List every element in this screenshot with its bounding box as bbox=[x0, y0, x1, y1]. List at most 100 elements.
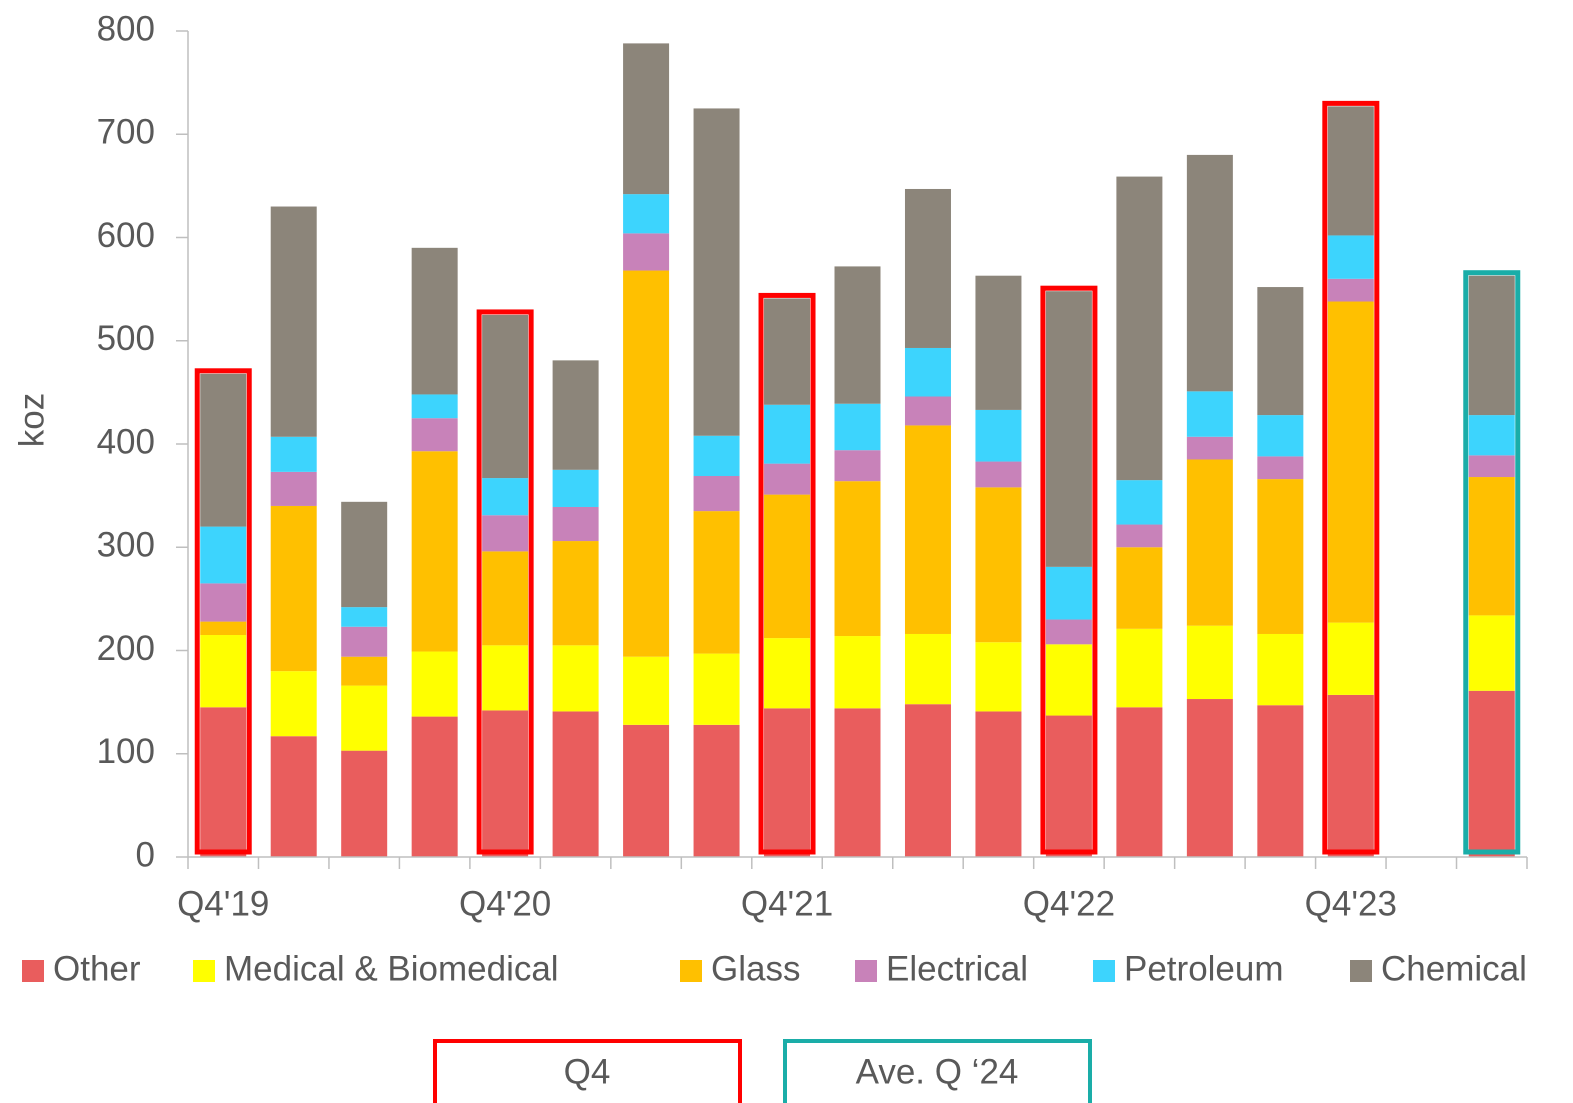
bar-segment bbox=[1116, 707, 1163, 857]
legend-swatch bbox=[855, 960, 877, 982]
bar-segment bbox=[764, 463, 811, 495]
bar-segment bbox=[1045, 644, 1092, 716]
bar-segment bbox=[834, 708, 881, 857]
bar-segment bbox=[1116, 524, 1163, 548]
bar-segment bbox=[1257, 479, 1304, 634]
bar-segment bbox=[482, 645, 529, 711]
bar-segment bbox=[200, 583, 247, 622]
bar-segment bbox=[552, 360, 599, 470]
bar-segment bbox=[1327, 106, 1374, 236]
bar-segment bbox=[411, 651, 458, 717]
bar-segment bbox=[834, 636, 881, 709]
bar-segment bbox=[552, 541, 599, 646]
bar-segment bbox=[341, 750, 388, 857]
legend-label: Petroleum bbox=[1124, 949, 1284, 988]
bar-segment bbox=[1327, 694, 1374, 857]
highlight-box bbox=[194, 368, 252, 855]
bar-segment bbox=[341, 656, 388, 686]
bar-segment bbox=[270, 206, 317, 437]
bar-segment bbox=[1116, 628, 1163, 708]
bar-segment bbox=[975, 711, 1022, 857]
bar-segment bbox=[1327, 622, 1374, 695]
bar-segment bbox=[764, 638, 811, 709]
highlight-box bbox=[1040, 285, 1098, 855]
x-tick-label: Q4'22 bbox=[1023, 884, 1115, 923]
bar-segment bbox=[975, 487, 1022, 643]
bar-segment bbox=[411, 418, 458, 452]
legend-swatch bbox=[193, 960, 215, 982]
y-tick-label: 300 bbox=[97, 526, 155, 565]
bar-segment bbox=[270, 436, 317, 472]
bar-segment bbox=[411, 394, 458, 419]
bar-segment bbox=[341, 685, 388, 751]
bar-segment bbox=[341, 607, 388, 627]
highlight-box bbox=[1322, 100, 1380, 855]
legend-label: Chemical bbox=[1381, 949, 1527, 988]
bar-segment bbox=[482, 551, 529, 646]
legend-swatch bbox=[1093, 960, 1115, 982]
highlight-box bbox=[1463, 270, 1521, 855]
bar-segment bbox=[482, 314, 529, 479]
bar-segment bbox=[411, 247, 458, 395]
bar-segment bbox=[623, 233, 670, 271]
bar-segment bbox=[1045, 566, 1092, 620]
bar-segment bbox=[270, 505, 317, 672]
bar-segment bbox=[1468, 455, 1515, 478]
bar-segment bbox=[904, 396, 951, 426]
legend-swatch bbox=[22, 960, 44, 982]
bar-segment bbox=[552, 506, 599, 542]
y-tick-label: 800 bbox=[97, 9, 155, 48]
bar-segment bbox=[764, 298, 811, 405]
bar-segment bbox=[1186, 459, 1233, 626]
bar-segment bbox=[270, 671, 317, 737]
bar-segment bbox=[1468, 615, 1515, 691]
bar-segment bbox=[552, 469, 599, 507]
bar-segment bbox=[200, 707, 247, 857]
bar-segment bbox=[975, 275, 1022, 410]
bar-segment bbox=[904, 633, 951, 705]
bar-segment bbox=[1045, 715, 1092, 857]
bar-segment bbox=[904, 188, 951, 348]
highlight-box bbox=[758, 292, 816, 855]
bar-segment bbox=[1257, 705, 1304, 857]
bar-segment bbox=[1186, 436, 1233, 460]
bar-segment bbox=[834, 266, 881, 404]
bar-segment bbox=[693, 724, 740, 857]
highlight-box bbox=[476, 309, 534, 855]
bar-segment bbox=[552, 645, 599, 712]
bar-segment bbox=[764, 708, 811, 857]
bar-segment bbox=[693, 653, 740, 725]
bar-segment bbox=[200, 621, 247, 636]
bar-segment bbox=[1186, 625, 1233, 700]
bar-segment bbox=[1257, 456, 1304, 480]
bar-segment bbox=[623, 194, 670, 234]
bar-segment bbox=[200, 526, 247, 584]
bar-segment bbox=[1116, 547, 1163, 629]
bar-segment bbox=[270, 471, 317, 506]
bar-segment bbox=[623, 270, 670, 657]
bar-segment bbox=[482, 515, 529, 552]
bar-segment bbox=[1257, 633, 1304, 706]
y-tick-label: 600 bbox=[97, 216, 155, 255]
bar-segment bbox=[411, 451, 458, 652]
legend-swatch bbox=[680, 960, 702, 982]
bar-segment bbox=[1327, 278, 1374, 302]
bar-segment bbox=[764, 494, 811, 639]
bar-segment bbox=[623, 724, 670, 857]
legend-label: Glass bbox=[711, 949, 800, 988]
bar-segment bbox=[1468, 415, 1515, 456]
x-tick-label: Q4'21 bbox=[741, 884, 833, 923]
bar-segment bbox=[1186, 699, 1233, 857]
bar-segment bbox=[1257, 287, 1304, 416]
y-tick-label: 100 bbox=[97, 732, 155, 771]
y-tick-label: 500 bbox=[97, 319, 155, 358]
bar-segment bbox=[552, 711, 599, 857]
bar-segment bbox=[834, 450, 881, 482]
bar-segment bbox=[834, 481, 881, 637]
highlight-legend-label: Q4 bbox=[564, 1052, 611, 1091]
bar-segment bbox=[693, 476, 740, 512]
bar-segment bbox=[1186, 154, 1233, 392]
bar-segment bbox=[482, 710, 529, 857]
bar-segment bbox=[1468, 690, 1515, 857]
